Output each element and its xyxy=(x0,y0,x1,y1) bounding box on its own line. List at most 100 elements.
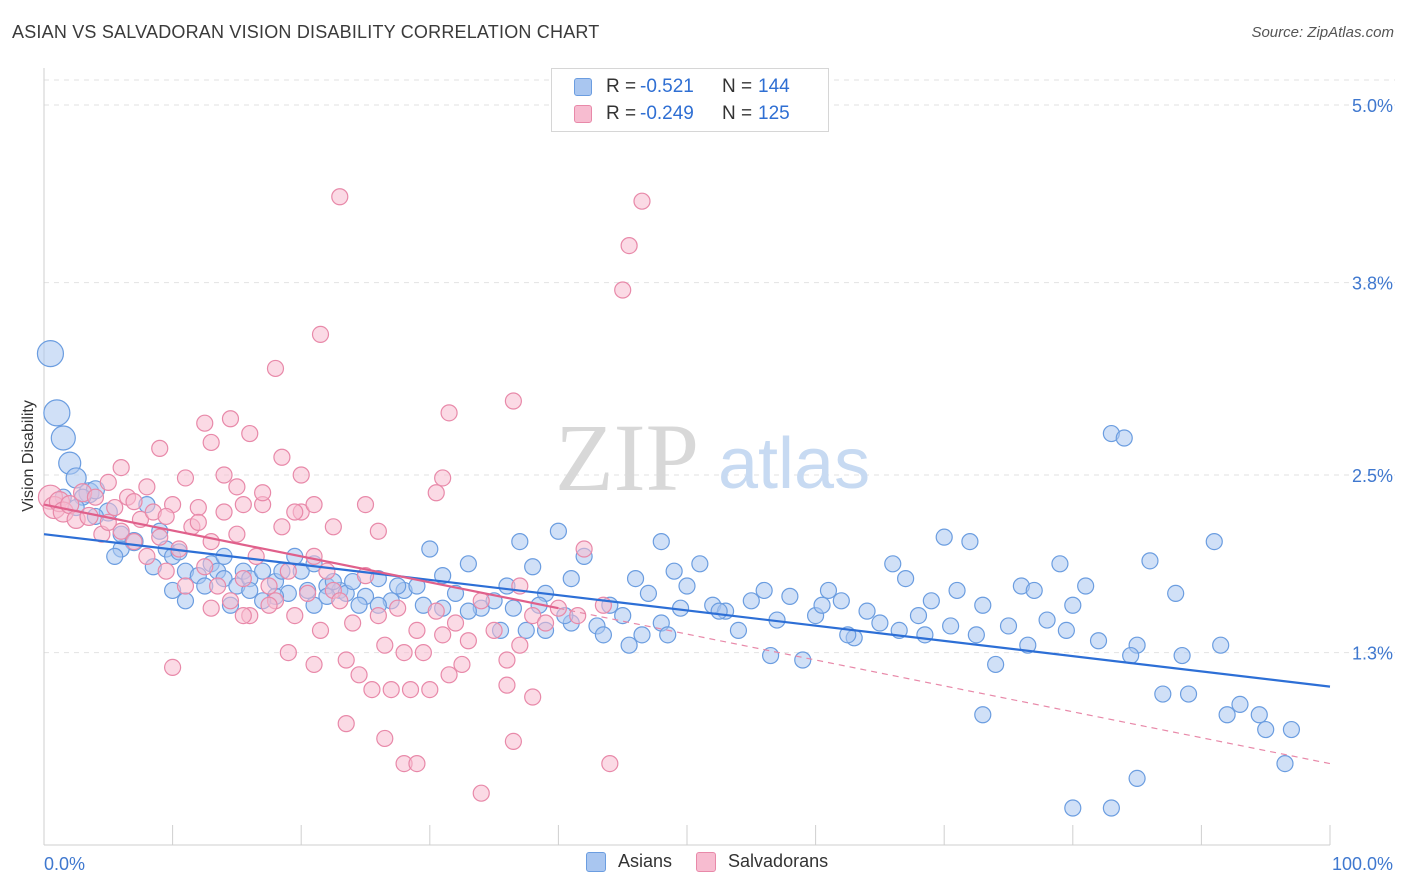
data-point xyxy=(157,507,175,526)
legend-item-salvadorans[interactable]: Salvadorans xyxy=(696,851,828,872)
legend-swatch-asians xyxy=(586,851,606,872)
data-point xyxy=(408,754,426,773)
data-point xyxy=(1257,720,1275,739)
data-point xyxy=(254,484,272,502)
data-point xyxy=(440,666,458,684)
data-point xyxy=(961,532,979,551)
data-point xyxy=(434,469,452,487)
data-point xyxy=(202,599,220,617)
data-point xyxy=(324,518,342,536)
data-point xyxy=(202,532,220,551)
data-point xyxy=(228,525,246,543)
data-point xyxy=(1057,621,1075,640)
legend-item-asians[interactable]: Asians xyxy=(586,851,672,872)
data-point xyxy=(524,688,542,706)
data-point xyxy=(440,404,458,422)
data-point xyxy=(1276,754,1294,773)
data-point xyxy=(99,473,117,491)
data-point xyxy=(633,192,651,210)
data-point xyxy=(742,592,760,610)
data-point xyxy=(819,581,838,600)
data-point xyxy=(472,592,490,610)
data-point xyxy=(562,569,580,588)
data-point xyxy=(1019,636,1037,654)
data-point xyxy=(350,596,368,614)
data-point xyxy=(1250,706,1268,724)
data-point xyxy=(215,466,233,484)
data-point xyxy=(305,496,323,514)
data-point xyxy=(1038,611,1056,629)
data-point xyxy=(50,425,76,451)
data-point xyxy=(446,614,465,632)
data-point xyxy=(299,584,317,603)
legend-row-asians: R = -0.521 N = 144 xyxy=(574,75,790,99)
data-point xyxy=(408,621,426,640)
data-point xyxy=(125,532,143,551)
data-point xyxy=(157,562,175,580)
data-point xyxy=(138,547,156,566)
data-point xyxy=(498,676,516,694)
series-legend: Asians Salvadorans xyxy=(586,851,852,872)
data-point xyxy=(221,592,240,610)
legend-swatch-asians xyxy=(574,78,592,96)
data-point xyxy=(344,614,362,632)
data-point xyxy=(659,626,677,644)
data-point xyxy=(1102,799,1120,817)
data-point xyxy=(305,547,323,566)
data-point xyxy=(942,617,960,635)
data-point xyxy=(389,577,407,595)
data-point xyxy=(485,621,503,640)
data-point xyxy=(601,754,619,773)
data-point xyxy=(524,558,542,576)
data-point xyxy=(138,478,156,496)
data-point xyxy=(517,621,535,640)
data-point xyxy=(337,715,355,733)
data-point xyxy=(1218,706,1236,724)
data-point xyxy=(897,569,915,588)
data-point xyxy=(125,493,143,511)
data-point xyxy=(318,562,336,580)
data-point xyxy=(967,626,985,644)
data-point xyxy=(1282,720,1301,739)
data-point xyxy=(459,555,477,573)
legend-n-value-salvadorans: 125 xyxy=(758,103,790,124)
data-point xyxy=(884,555,902,573)
data-point xyxy=(43,399,71,427)
data-point xyxy=(974,706,992,724)
data-point xyxy=(337,651,355,669)
data-point xyxy=(498,651,516,669)
data-point xyxy=(813,596,831,614)
legend-r-value-asians: -0.521 xyxy=(640,76,694,97)
legend-label-salvadorans: Salvadorans xyxy=(728,851,829,871)
data-point xyxy=(389,599,407,617)
series-salvadorans xyxy=(37,188,651,802)
chart-source: Source: ZipAtlas.com xyxy=(1251,24,1394,41)
data-point xyxy=(331,592,349,610)
data-point xyxy=(215,503,233,521)
data-point xyxy=(234,496,252,514)
data-point xyxy=(665,562,683,580)
data-point xyxy=(633,626,651,644)
data-point xyxy=(710,602,728,620)
data-point xyxy=(279,643,297,662)
data-point xyxy=(350,666,368,684)
data-point xyxy=(948,581,966,600)
data-point xyxy=(311,325,330,343)
data-point xyxy=(504,392,522,410)
legend-label-asians: Asians xyxy=(618,851,673,871)
data-point xyxy=(511,532,529,551)
data-point xyxy=(414,643,432,662)
data-point xyxy=(504,732,522,751)
data-point xyxy=(1128,769,1146,788)
data-point xyxy=(189,513,207,531)
data-point xyxy=(79,506,99,527)
axis-labels: 1.3% 2.5% 3.8% 5.0% 0.0% 100.0% Vision Disabil… xyxy=(20,96,1393,874)
data-point xyxy=(434,567,452,585)
y-tick-label: 5.0% xyxy=(1352,96,1393,116)
y-tick-label: 2.5% xyxy=(1352,466,1393,486)
data-point xyxy=(382,680,400,699)
data-point xyxy=(36,340,65,368)
data-point xyxy=(241,424,259,443)
data-point xyxy=(112,522,130,540)
